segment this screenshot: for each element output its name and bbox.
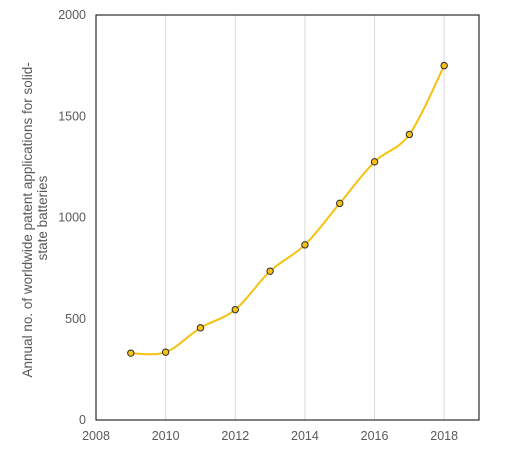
data-point-2014 xyxy=(301,241,309,249)
y-axis-title-line-1: Annual no. of worldwide patent applicati… xyxy=(20,62,35,377)
data-point-2009 xyxy=(127,349,135,357)
series-line xyxy=(130,65,446,356)
y-tick-label-2000: 2000 xyxy=(58,8,86,22)
y-axis-tick-labels: 0 500 1000 1500 2000 xyxy=(58,8,86,427)
data-points xyxy=(127,61,448,357)
x-tick-label-2010: 2010 xyxy=(152,429,180,443)
data-point-2016 xyxy=(370,158,379,166)
data-point-2012 xyxy=(231,305,239,314)
x-tick-label-2008: 2008 xyxy=(82,429,110,443)
data-point-2013 xyxy=(266,267,274,275)
y-tick-label-1000: 1000 xyxy=(58,211,86,225)
plot-frame xyxy=(95,14,480,421)
x-axis-tick-labels: 2008 2010 2012 2014 2016 2018 xyxy=(82,429,458,443)
x-tick-label-2012: 2012 xyxy=(221,429,249,443)
data-point-2011 xyxy=(196,324,205,332)
y-axis-title: Annual no. of worldwide patent applicati… xyxy=(20,59,50,378)
grid-lines xyxy=(165,15,445,420)
x-tick-label-2018: 2018 xyxy=(430,429,458,443)
data-point-2018 xyxy=(440,61,448,70)
data-point-2010 xyxy=(161,348,170,356)
x-tick-label-2014: 2014 xyxy=(291,429,319,443)
data-point-2017 xyxy=(405,130,414,139)
y-tick-label-0: 0 xyxy=(79,413,86,427)
y-tick-label-1500: 1500 xyxy=(58,109,86,123)
data-point-2015 xyxy=(336,199,344,208)
y-tick-label-500: 500 xyxy=(65,312,86,326)
x-tick-label-2016: 2016 xyxy=(361,429,389,443)
y-axis-title-line-2: state batteries xyxy=(35,175,50,260)
